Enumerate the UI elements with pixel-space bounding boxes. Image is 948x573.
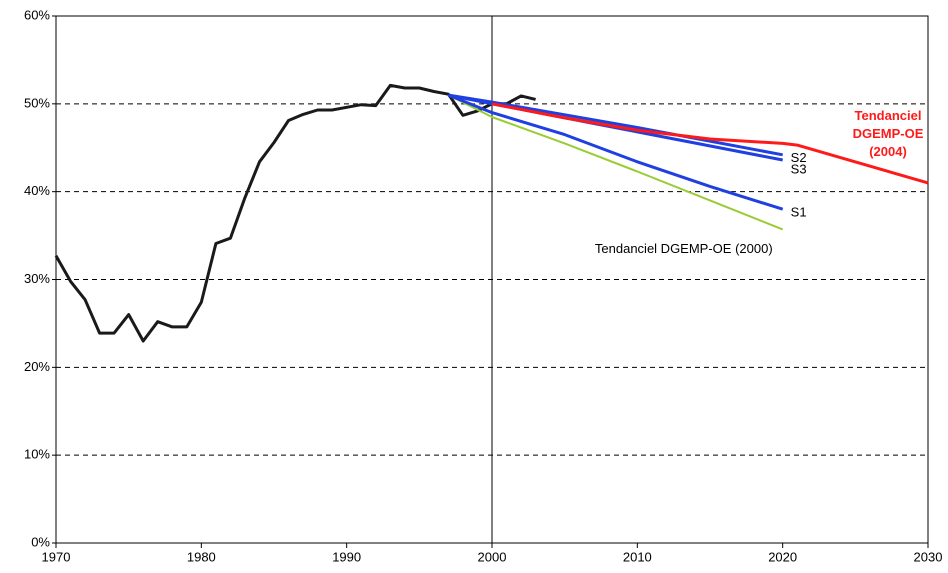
y-tick-label: 30% [24,271,50,286]
y-tick-label: 40% [24,183,50,198]
y-tick-label: 60% [24,7,50,22]
series-label: S3 [791,161,807,176]
x-tick-label: 1980 [187,549,216,564]
series-line [447,94,784,231]
y-tick-label: 50% [24,95,50,110]
series-line [491,102,929,185]
series-line [447,93,784,211]
y-tick-label: 20% [24,359,50,374]
x-tick-label: 2020 [768,549,797,564]
series-line [448,93,783,157]
label-line: Tendanciel [855,108,922,123]
x-tick-label: 2030 [914,549,943,564]
label-line: (2004) [869,144,907,159]
series-label: Tendanciel DGEMP-OE (2000) [595,241,773,256]
series-label: S1 [791,205,807,220]
y-tick-label: 10% [24,447,50,462]
y-tick-label: 0% [31,534,50,549]
x-tick-label: 2010 [623,549,652,564]
series-line [54,83,536,343]
series-label: S2 [791,150,807,165]
x-tick-label: 2000 [478,549,507,564]
label-line: DGEMP-OE [853,126,924,141]
x-tick-label: 1970 [42,549,71,564]
x-tick-label: 1990 [332,549,361,564]
series-label: Tendanciel DGEMP-OE (2004) [853,108,924,159]
